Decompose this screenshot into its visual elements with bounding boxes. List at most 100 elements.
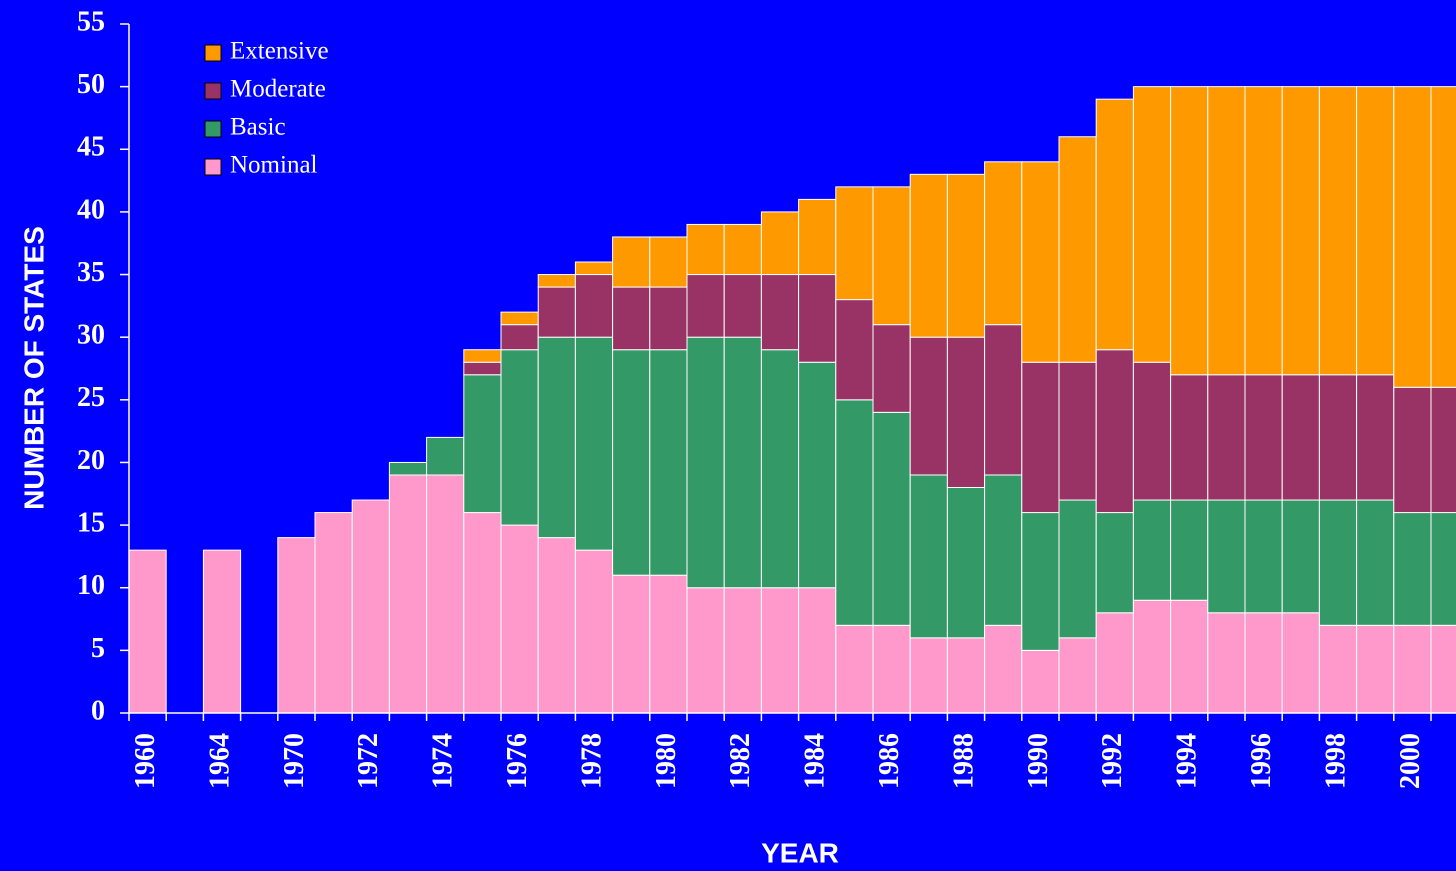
bar-segment [909,173,948,338]
bar-segment [1207,86,1246,376]
y-tick-label: 35 [77,257,105,288]
bar-segment [909,474,948,639]
bar-segment [649,286,688,351]
bar-segment [872,186,911,326]
bar-segment [723,587,762,714]
bar-segment [463,512,502,714]
bar-segment [388,461,428,476]
x-tick-label: 1974 [428,733,459,789]
bar-segment [351,499,390,714]
bar-segment [1244,612,1283,714]
bar-segment [946,637,986,714]
bar-segment [798,587,837,714]
bar-segment [500,324,539,351]
bar-segment [1356,624,1395,714]
legend-label: Moderate [230,76,326,103]
bar-segment [1058,499,1097,639]
bar-segment [202,549,242,714]
x-tick-label: 1994 [1172,733,1203,789]
bar-segment [1393,86,1432,388]
bar-segment [835,399,874,626]
bar-segment [500,524,539,714]
bar-segment [1393,624,1432,714]
bar-segment [1058,637,1097,714]
bar-segment [1430,624,1456,714]
x-tick-label: 1984 [800,733,831,789]
bar-segment [1244,374,1283,501]
bar-segment [1132,86,1172,363]
legend-swatch [204,158,222,176]
bar-segment [1393,512,1432,626]
bar-segment [835,624,874,714]
bar-segment [1058,136,1097,363]
x-tick-label: 1990 [1023,733,1054,789]
bar-segment [686,587,725,714]
legend-label: Basic [230,114,286,141]
bar-segment [537,537,576,714]
bar-segment [872,324,911,413]
bar-segment [1170,86,1209,376]
bar-segment [649,349,688,576]
bar-segment [686,223,725,276]
bar-segment [1095,512,1134,614]
bar-segment [1132,599,1172,714]
bar-segment [1318,624,1358,714]
x-tick-label: 1972 [353,733,384,789]
y-tick-label: 10 [77,570,105,601]
bar-segment [798,361,837,589]
bar-segment [649,574,688,714]
bar-segment [909,336,948,476]
bar-segment [574,336,614,551]
bar-segment [723,336,762,589]
legend-label: Extensive [230,38,329,65]
bar-segment [1318,374,1358,501]
bar-segment [1281,499,1320,614]
y-tick-label: 5 [91,633,105,664]
bar-segment [798,198,837,276]
bar-segment [612,236,651,288]
x-tick-label: 1980 [651,733,682,789]
bar-segment [1281,86,1320,376]
bar-segment [1430,512,1456,626]
bar-segment [1207,612,1246,714]
bar-segment [128,549,167,714]
y-tick-label: 45 [77,132,105,163]
bar-segment [426,436,465,476]
bar-segment [909,637,948,714]
y-axis-label: NUMBER OF STATES [18,226,49,510]
bar-segment [835,299,874,401]
bar-segment [1281,374,1320,501]
bar-segment [798,274,837,363]
bar-segment [463,349,502,363]
bar-segment [574,261,614,276]
bar-segment [649,236,688,288]
bar-segment [1318,86,1358,376]
bar-segment [612,574,651,714]
bar-segment [1095,98,1134,351]
bar-segment [946,173,986,338]
x-tick-label: 1976 [502,733,533,789]
x-tick-label: 2000 [1395,733,1426,789]
x-tick-label: 1960 [130,733,161,789]
bar-segment [612,349,651,576]
legend-swatch [204,82,222,100]
bar-segment [760,349,800,589]
y-tick-label: 0 [91,695,105,726]
bar-segment [1430,86,1456,388]
y-tick-label: 50 [77,69,105,100]
bar-segment [760,587,800,714]
bar-segment [1021,361,1060,514]
x-tick-label: 1988 [948,733,979,789]
legend-swatch [204,120,222,138]
bar-segment [388,474,428,714]
bar-segment [463,374,502,514]
x-tick-label: 1996 [1246,733,1277,789]
bar-segment [984,624,1023,714]
bar-segment [835,186,874,301]
bar-segment [1132,361,1172,501]
bar-segment [463,361,502,376]
bar-segment [984,161,1023,326]
bar-segment [314,512,353,714]
x-tick-label: 1978 [576,733,607,789]
